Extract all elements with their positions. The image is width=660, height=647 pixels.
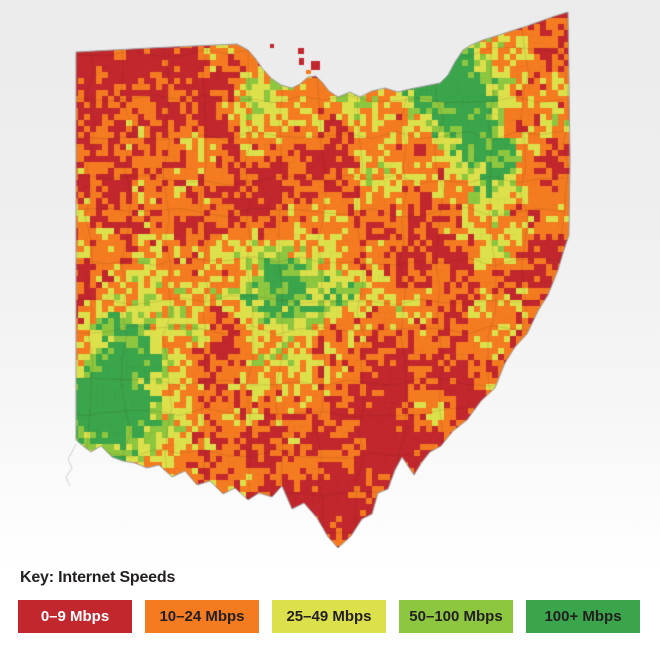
legend-chip-25-49: 25–49 Mbps [272,600,386,633]
legend: 0–9 Mbps 10–24 Mbps 25–49 Mbps 50–100 Mb… [18,600,640,633]
legend-chip-50-100: 50–100 Mbps [399,600,513,633]
legend-chip-100plus: 100+ Mbps [526,600,640,633]
legend-chip-label: 0–9 Mbps [40,608,110,625]
ohio-internet-speed-map [0,0,660,560]
legend-chip-0-9: 0–9 Mbps [18,600,132,633]
legend-chip-label: 10–24 Mbps [159,608,245,625]
legend-chip-label: 50–100 Mbps [409,608,503,625]
legend-chip-label: 25–49 Mbps [286,608,372,625]
legend-title: Key: Internet Speeds [20,569,176,586]
legend-chip-10-24: 10–24 Mbps [145,600,259,633]
legend-chip-label: 100+ Mbps [544,608,622,625]
